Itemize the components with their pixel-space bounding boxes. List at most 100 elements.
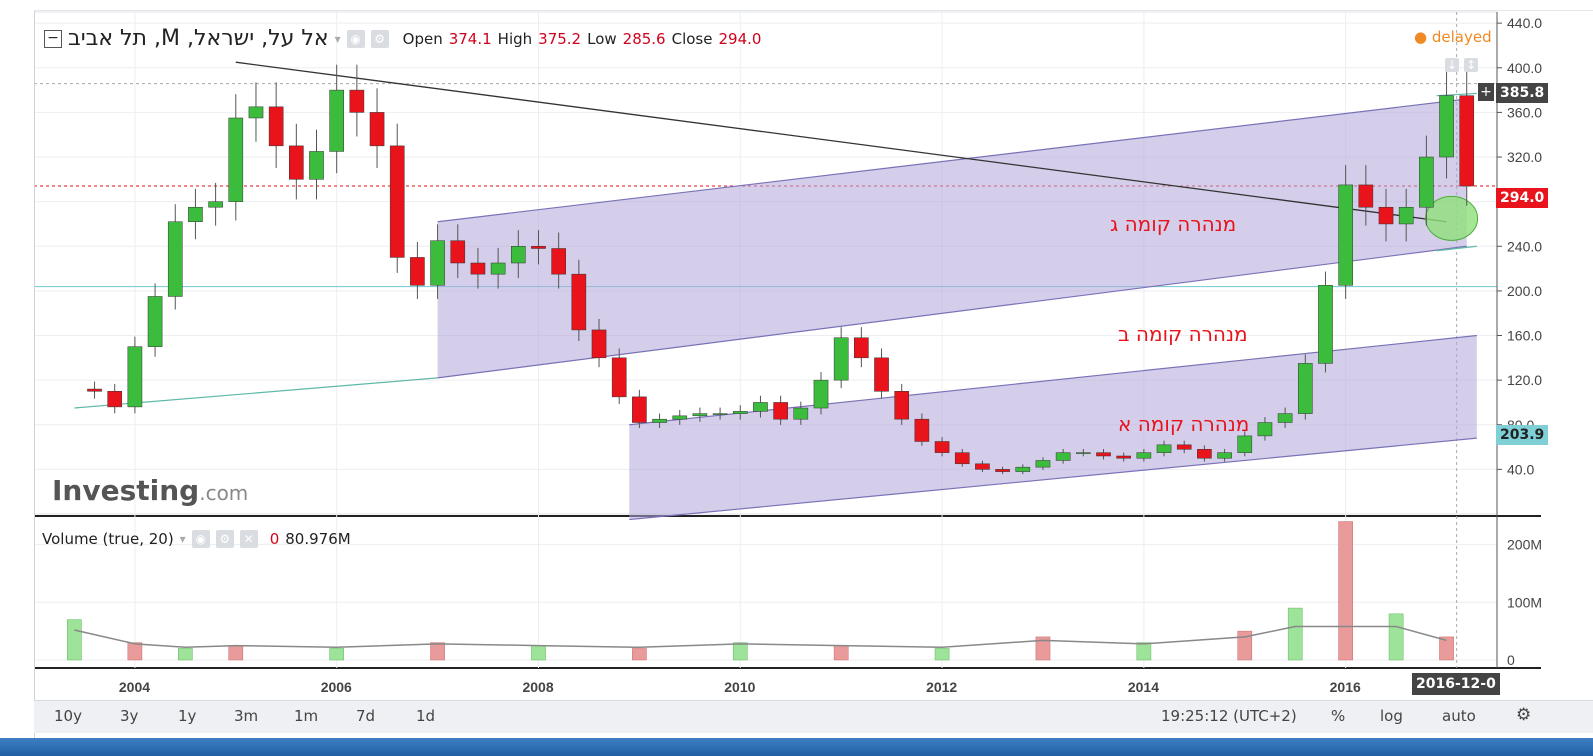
volume-bar — [1338, 521, 1353, 661]
range-1y[interactable]: 1y — [178, 707, 197, 725]
volume-bar — [430, 642, 445, 661]
chart-grid — [33, 11, 1541, 669]
range-1m[interactable]: 1m — [294, 707, 319, 725]
y-tick-label: 40.0 — [1507, 461, 1534, 477]
settings-gear-icon[interactable]: ⚙ — [1516, 705, 1532, 725]
volume-bar — [127, 642, 143, 661]
candle-body — [450, 240, 466, 264]
eye-icon[interactable]: ◉ — [191, 530, 210, 548]
candle-body — [632, 396, 647, 423]
volume-bar — [1388, 613, 1404, 661]
candle-body — [1217, 452, 1232, 459]
channel-top-top — [437, 98, 1467, 223]
candle-body — [914, 418, 930, 442]
collapse-icon[interactable]: − — [44, 29, 62, 48]
y-tick-label: 160.0 — [1507, 328, 1542, 344]
candle-body — [813, 379, 829, 409]
candle-body — [894, 391, 910, 420]
candle-body — [490, 262, 506, 275]
range-1d[interactable]: 1d — [416, 707, 436, 725]
volume-legend: Volume (true, 20) ▾ ◉ ⚙ ✕ 0 80.976M — [42, 530, 351, 548]
candle-body — [732, 411, 748, 414]
volume-bar — [67, 619, 82, 661]
level-price-tag: 203.9 — [1496, 425, 1549, 445]
candle-body — [793, 407, 809, 420]
x-tick-label: 2016 — [1330, 679, 1361, 695]
candle-body — [349, 89, 365, 113]
y-tick-label: 360.0 — [1507, 104, 1542, 120]
delayed-label: delayed — [1431, 28, 1492, 46]
candle-body — [1176, 444, 1192, 450]
open-label: Open — [402, 29, 443, 48]
candle-body — [410, 257, 425, 286]
percent-toggle[interactable]: % — [1331, 707, 1346, 725]
candle-body — [248, 106, 264, 119]
arrow-down-icon[interactable]: ↓ — [1445, 58, 1459, 72]
dot-icon: ● — [1414, 28, 1428, 46]
candle-body — [1439, 95, 1454, 158]
cursor-date-tag: 2016-12-0 — [1412, 673, 1500, 695]
candle-body — [833, 337, 849, 381]
range-7d[interactable]: 7d — [356, 707, 376, 725]
price-chart[interactable]: 40.080.0120.0160.0200.0240.0280.0320.036… — [0, 0, 1593, 700]
candle-body — [571, 273, 587, 331]
candle-body — [1419, 156, 1434, 208]
range-10y[interactable]: 10y — [54, 707, 82, 725]
candles — [87, 64, 1475, 475]
x-tick-label: 2004 — [119, 679, 150, 695]
y-tick-label: 440.0 — [1507, 15, 1542, 31]
x-tick-label: 2010 — [724, 679, 755, 695]
annotation-middle: מנהרה קומה ב — [1118, 322, 1248, 346]
price-legend: − תל אביב ,M ,אל על, ישראל ▾ ◉ ⚙ Open 37… — [44, 26, 761, 51]
candle-body — [712, 413, 728, 415]
candle-body — [1197, 449, 1212, 459]
gear-icon[interactable]: ⚙ — [215, 530, 234, 548]
candle-body — [1035, 460, 1051, 468]
candle-body — [1116, 455, 1131, 459]
volume-bars — [67, 521, 1454, 661]
high-label: High — [497, 29, 533, 48]
candle-body — [1257, 422, 1273, 437]
y-tick-label: 240.0 — [1507, 238, 1542, 254]
arrow-updown-icon[interactable]: ↕ — [1464, 58, 1479, 72]
range-3y[interactable]: 3y — [120, 707, 139, 725]
chevron-down-icon[interactable]: ▾ — [334, 31, 341, 46]
candle-body — [369, 112, 385, 147]
open-value: 374.1 — [448, 29, 492, 48]
range-3m[interactable]: 3m — [234, 707, 259, 725]
eye-icon[interactable]: ◉ — [346, 29, 365, 48]
close-icon[interactable]: ✕ — [239, 530, 258, 548]
trend-channels — [437, 98, 1477, 521]
highlight-circle — [1425, 195, 1479, 241]
plus-icon[interactable]: + — [1478, 83, 1494, 101]
auto-toggle[interactable]: auto — [1442, 707, 1476, 725]
x-tick-label: 2014 — [1128, 679, 1159, 695]
chevron-down-icon[interactable]: ▾ — [179, 532, 186, 546]
low-label: Low — [587, 29, 617, 48]
candle-body — [1277, 413, 1293, 423]
candle-body — [167, 221, 183, 297]
candle-body — [995, 469, 1010, 472]
candle-body — [430, 240, 445, 286]
candle-body — [1459, 95, 1475, 187]
candle-body — [208, 201, 223, 208]
log-toggle[interactable]: log — [1380, 707, 1403, 725]
candle-body — [1358, 184, 1374, 208]
candle-body — [1318, 285, 1333, 364]
gear-icon[interactable]: ⚙ — [370, 29, 389, 48]
candle-body — [1076, 452, 1091, 454]
candle-body — [692, 413, 708, 417]
candle-body — [854, 337, 869, 359]
volume-bar — [934, 648, 950, 661]
y-tick-label: 200.0 — [1507, 283, 1542, 299]
candle-body — [975, 463, 990, 470]
candle-body — [1055, 452, 1071, 461]
candle-body — [389, 145, 405, 258]
candle-body — [1378, 206, 1394, 225]
volume-tick-label: 0 — [1507, 652, 1515, 668]
descending-trendline — [235, 61, 1447, 223]
symbol-title: תל אביב ,M ,אל על, ישראל — [68, 26, 329, 51]
volume-tick-label: 100M — [1507, 594, 1542, 610]
clock-time: 19:25:12 (UTC+2) — [1161, 707, 1297, 725]
candle-body — [1297, 363, 1313, 414]
